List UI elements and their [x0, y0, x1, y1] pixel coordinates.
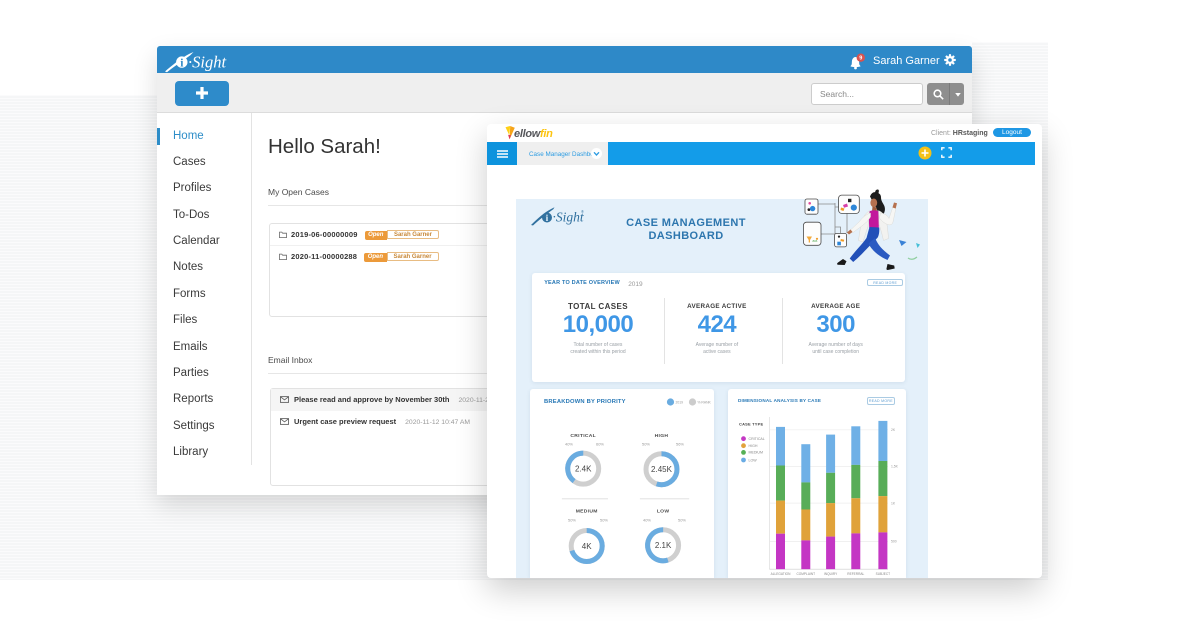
svg-text:60%: 60% — [595, 441, 603, 446]
svg-text:56%: 56% — [675, 441, 683, 446]
svg-text:2019: 2019 — [675, 400, 683, 404]
svg-text:INQUIRY: INQUIRY — [824, 572, 838, 576]
svg-text:1K: 1K — [891, 501, 896, 505]
svg-text:REFERRAL: REFERRAL — [847, 572, 864, 576]
svg-text:COMPLAINT: COMPLAINT — [796, 572, 815, 576]
svg-text:40%: 40% — [642, 517, 650, 522]
svg-text:4K: 4K — [581, 542, 591, 551]
svg-text:9: 9 — [859, 56, 862, 62]
svg-text:®: ® — [581, 209, 584, 214]
svg-text:·Sight: ·Sight — [553, 210, 585, 225]
svg-text:SUBJECT: SUBJECT — [876, 572, 891, 576]
svg-text:HIGH: HIGH — [748, 444, 757, 448]
svg-text:MEDIUM: MEDIUM — [748, 450, 763, 454]
svg-text:2.1K: 2.1K — [654, 541, 671, 550]
svg-text:i: i — [180, 58, 184, 70]
svg-text:CRITICAL: CRITICAL — [748, 437, 764, 441]
svg-text:50%: 50% — [567, 517, 575, 522]
svg-text:i: i — [546, 214, 549, 224]
svg-text:40%: 40% — [564, 441, 572, 446]
svg-text:1,5K: 1,5K — [891, 464, 899, 468]
svg-text:LOW: LOW — [748, 458, 757, 462]
svg-text:ellowfin: ellowfin — [514, 128, 553, 140]
svg-text:2.4K: 2.4K — [574, 464, 591, 473]
svg-text:2.45K: 2.45K — [651, 465, 673, 474]
svg-text:50%: 50% — [677, 517, 685, 522]
svg-text:·Sight: ·Sight — [188, 53, 226, 72]
svg-text:50%: 50% — [641, 441, 649, 446]
svg-text:CRITICAL: CRITICAL — [570, 433, 596, 439]
svg-text:LOW: LOW — [656, 508, 669, 514]
svg-text:50%: 50% — [599, 517, 607, 522]
svg-text:2K: 2K — [891, 428, 896, 432]
svg-text:ALLEGATION: ALLEGATION — [771, 572, 791, 576]
svg-text:HIGH: HIGH — [654, 433, 668, 439]
svg-text:MEDIUM: MEDIUM — [575, 508, 597, 514]
svg-text:CASE TYPE: CASE TYPE — [739, 421, 764, 426]
svg-text:500: 500 — [891, 539, 897, 543]
svg-text:% RANK: % RANK — [697, 400, 711, 404]
